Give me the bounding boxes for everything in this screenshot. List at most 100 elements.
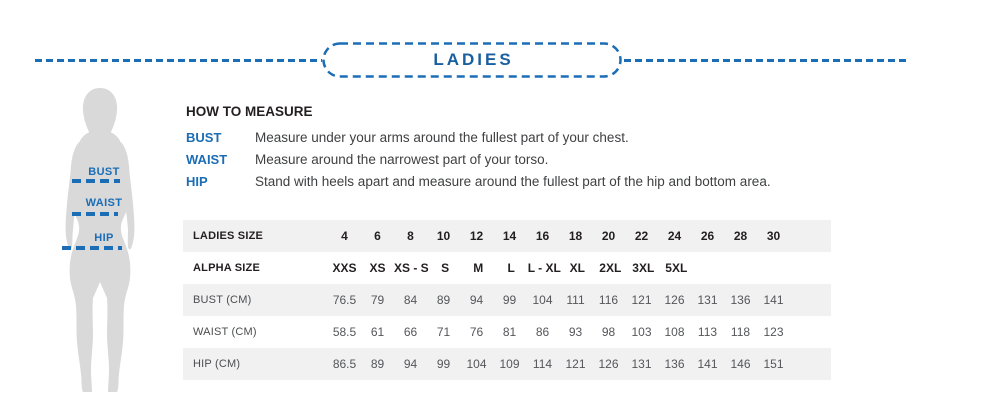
woman-figure-icon xyxy=(65,88,135,392)
figure-waist-dash-line xyxy=(72,212,118,216)
size-cell: 26 xyxy=(700,229,715,243)
size-cell: 84 xyxy=(403,293,418,307)
size-cell: 3XL xyxy=(632,261,655,275)
size-cell: XS xyxy=(369,261,386,275)
size-cell: 103 xyxy=(631,325,652,339)
size-cell: M xyxy=(473,261,484,275)
size-cell: 136 xyxy=(664,357,685,371)
size-cell: 58.5 xyxy=(332,325,357,339)
size-cell: XL xyxy=(569,261,585,275)
size-cell: 61 xyxy=(370,325,385,339)
size-cell: 99 xyxy=(436,357,451,371)
size-cell: 121 xyxy=(631,293,652,307)
size-cell: 94 xyxy=(403,357,418,371)
size-cell: 4 xyxy=(341,229,348,243)
table-row: WAIST (CM) 58.5 61 66 71 76 81 86 93 98 103 108 113 1… xyxy=(183,316,831,348)
size-cell: 146 xyxy=(730,357,751,371)
size-cell: 16 xyxy=(535,229,550,243)
size-cell: 104 xyxy=(466,357,487,371)
size-cell: 123 xyxy=(763,325,784,339)
size-cell: XS - S xyxy=(394,261,429,275)
size-cell: 76 xyxy=(469,325,484,339)
size-cell: 108 xyxy=(664,325,685,339)
size-cell: 71 xyxy=(436,325,451,339)
size-cell: 141 xyxy=(763,293,784,307)
how-to-measure-section: HOW TO MEASURE BUST Measure under your a… xyxy=(186,104,966,193)
size-cell: 118 xyxy=(730,325,751,339)
size-cell: 66 xyxy=(403,325,418,339)
size-cell: 76.5 xyxy=(332,293,357,307)
size-cell: 111 xyxy=(566,293,585,307)
table-row: ALPHA SIZE XXS XS XS - S S M L L - XL XL 2XL 3XL 5X… xyxy=(183,252,831,284)
row-label: LADIES SIZE xyxy=(193,230,264,242)
ladies-tab-label: LADIES xyxy=(433,50,514,69)
measure-bust-label: BUST xyxy=(186,130,222,145)
size-cell: 126 xyxy=(664,293,685,307)
measure-hip-text: Stand with heels apart and measure aroun… xyxy=(255,174,771,189)
size-cell: 28 xyxy=(733,229,748,243)
header-dash-line-left xyxy=(35,59,322,62)
female-silhouette: BUST WAIST HIP xyxy=(48,86,160,404)
size-cell: 98 xyxy=(601,325,616,339)
how-to-measure-title: HOW TO MEASURE xyxy=(186,104,313,119)
size-cell: 131 xyxy=(697,293,718,307)
size-cell: 141 xyxy=(697,357,718,371)
size-cell: 81 xyxy=(502,325,517,339)
measure-row-bust: BUST Measure under your arms around the … xyxy=(186,127,966,149)
size-cell: 131 xyxy=(631,357,652,371)
size-cell: 99 xyxy=(502,293,517,307)
size-cell: 126 xyxy=(598,357,619,371)
measure-waist-text: Measure around the narrowest part of you… xyxy=(255,152,549,167)
size-cell: 8 xyxy=(407,229,414,243)
measure-waist-label: WAIST xyxy=(186,152,228,167)
size-cell: 6 xyxy=(374,229,381,243)
figure-hip-label: HIP xyxy=(94,232,114,244)
measure-hip-label: HIP xyxy=(186,174,208,189)
size-cell: 30 xyxy=(766,229,781,243)
ladies-tab-dashed-border xyxy=(322,42,622,78)
size-cell: 89 xyxy=(436,293,451,307)
size-cell: 5XL xyxy=(665,261,688,275)
size-cell: 14 xyxy=(502,229,517,243)
size-cell: 86.5 xyxy=(332,357,357,371)
size-cell: 2XL xyxy=(599,261,622,275)
size-cell: 113 xyxy=(697,325,718,339)
row-label: BUST (CM) xyxy=(193,294,252,306)
size-cell: L - XL xyxy=(527,261,561,275)
size-cell: 104 xyxy=(532,293,553,307)
figure-bust-dash-line xyxy=(72,179,120,183)
size-cell: 79 xyxy=(370,293,385,307)
size-table: LADIES SIZE 4 6 8 10 12 14 16 18 20 22 24 26 28 30 ALPH… xyxy=(183,220,831,380)
size-cell: 109 xyxy=(499,357,520,371)
ladies-tab[interactable]: LADIES xyxy=(322,42,622,78)
size-cell: 93 xyxy=(568,325,583,339)
size-cell: 89 xyxy=(370,357,385,371)
size-cell: 22 xyxy=(634,229,649,243)
size-cell: 86 xyxy=(535,325,550,339)
size-cell: S xyxy=(441,261,450,275)
size-cell: L xyxy=(507,261,515,275)
figure-bust-label: BUST xyxy=(88,166,120,178)
size-cell: 18 xyxy=(568,229,583,243)
figure-waist-label: WAIST xyxy=(85,197,123,209)
size-cell: 151 xyxy=(763,357,784,371)
measure-row-waist: WAIST Measure around the narrowest part … xyxy=(186,149,966,171)
size-cell: 24 xyxy=(667,229,682,243)
size-cell: 114 xyxy=(532,357,553,371)
table-row: HIP (CM) 86.5 89 94 99 104 109 114 121 126 131 136 1… xyxy=(183,348,831,380)
size-cell: 136 xyxy=(730,293,751,307)
size-cell: 20 xyxy=(601,229,616,243)
size-cell: 10 xyxy=(436,229,451,243)
size-cell: 121 xyxy=(565,357,586,371)
measure-bust-text: Measure under your arms around the fulle… xyxy=(255,130,629,145)
size-cell: 94 xyxy=(469,293,484,307)
size-cell: XXS xyxy=(332,261,357,275)
size-cell: 12 xyxy=(469,229,484,243)
header-dash-line-right xyxy=(624,59,910,62)
size-cell: 116 xyxy=(598,293,619,307)
table-row: BUST (CM) 76.5 79 84 89 94 99 104 111 116 121 126 13… xyxy=(183,284,831,316)
row-label: ALPHA SIZE xyxy=(193,262,260,274)
row-label: WAIST (CM) xyxy=(193,326,257,338)
row-label: HIP (CM) xyxy=(193,358,241,370)
